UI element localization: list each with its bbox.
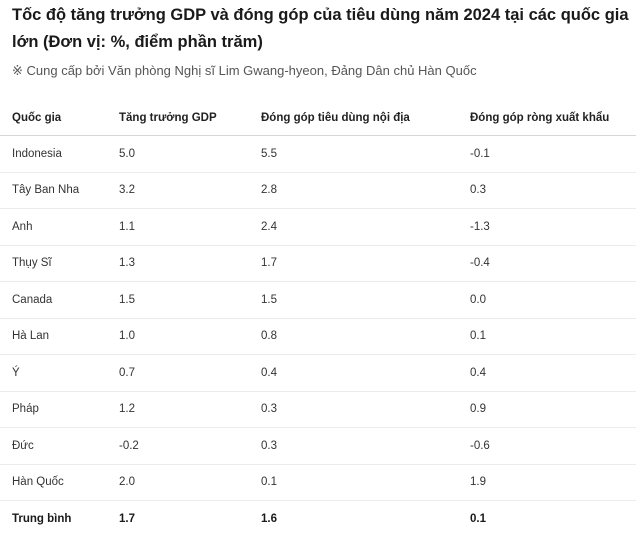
cell-net-exports: -0.4 — [458, 245, 636, 282]
cell-net-exports: 0.4 — [458, 354, 636, 392]
cell-gdp-growth: -0.2 — [107, 427, 249, 465]
cell-country: Đức — [0, 427, 107, 465]
cell-country: Ý — [0, 354, 107, 392]
header-country: Quốc gia — [0, 100, 107, 136]
cell-net-exports: 0.0 — [458, 281, 636, 319]
cell-country: Hàn Quốc — [0, 464, 107, 501]
cell-domestic-consumption: 1.5 — [249, 281, 458, 319]
header-net-exports: Đóng góp ròng xuất khẩu — [458, 100, 636, 136]
table-row: Pháp 1.2 0.3 0.9 — [0, 391, 636, 428]
cell-average-net-exports: 0.1 — [470, 512, 486, 525]
table-row: Thụy Sĩ 1.3 1.7 -0.4 — [0, 245, 636, 282]
cell-net-exports: -0.1 — [458, 135, 636, 173]
cell-domestic-consumption: 1.7 — [249, 245, 458, 282]
header-gdp-growth: Tăng trưởng GDP — [107, 100, 249, 136]
page-title: Tốc độ tăng trưởng GDP và đóng góp của t… — [12, 6, 629, 51]
cell-net-exports: -0.6 — [458, 427, 636, 465]
cell-domestic-consumption: 5.5 — [249, 135, 458, 173]
table-row: Canada 1.5 1.5 0.0 — [0, 281, 636, 319]
cell-country: Hà Lan — [0, 318, 107, 355]
source-note: ※ Cung cấp bởi Văn phòng Nghị sĩ Lim Gwa… — [12, 63, 477, 78]
cell-gdp-growth: 1.1 — [107, 208, 249, 246]
cell-gdp-growth: 2.0 — [107, 464, 249, 501]
cell-country: Anh — [0, 208, 107, 246]
cell-domestic-consumption: 0.4 — [249, 354, 458, 392]
cell-country: Pháp — [0, 391, 107, 428]
cell-country: Tây Ban Nha — [0, 172, 107, 209]
cell-country: Thụy Sĩ — [0, 245, 107, 282]
table-row: Indonesia 5.0 5.5 -0.1 — [0, 135, 636, 173]
cell-net-exports: 1.9 — [458, 464, 636, 501]
cell-net-exports: 0.9 — [458, 391, 636, 428]
table-row: Đức -0.2 0.3 -0.6 — [0, 427, 636, 465]
cell-gdp-growth: 1.0 — [107, 318, 249, 355]
cell-domestic-consumption: 0.8 — [249, 318, 458, 355]
header-domestic-consumption: Đóng góp tiêu dùng nội địa — [249, 100, 458, 136]
cell-domestic-consumption: 2.4 — [249, 208, 458, 246]
cell-gdp-growth: 1.2 — [107, 391, 249, 428]
cell-net-exports: 0.1 — [458, 318, 636, 355]
cell-average-domestic-consumption: 1.6 — [261, 512, 277, 525]
cell-gdp-growth: 5.0 — [107, 135, 249, 173]
table-row: Hàn Quốc 2.0 0.1 1.9 — [0, 464, 636, 501]
cell-domestic-consumption: 0.3 — [249, 391, 458, 428]
cell-domestic-consumption: 2.8 — [249, 172, 458, 209]
table-row-average: Trung bình 1.7 1.6 0.1 — [0, 501, 636, 537]
table-row: Ý 0.7 0.4 0.4 — [0, 354, 636, 392]
cell-net-exports: 0.3 — [458, 172, 636, 209]
cell-domestic-consumption: 0.1 — [249, 464, 458, 501]
gdp-table: Quốc gia Tăng trưởng GDP Đóng góp tiêu d… — [0, 100, 636, 537]
cell-country: Canada — [0, 281, 107, 319]
cell-average-label: Trung bình — [12, 512, 72, 525]
table-row: Tây Ban Nha 3.2 2.8 0.3 — [0, 172, 636, 209]
cell-domestic-consumption: 0.3 — [249, 427, 458, 465]
cell-gdp-growth: 0.7 — [107, 354, 249, 392]
cell-country: Indonesia — [0, 135, 107, 173]
table-row: Hà Lan 1.0 0.8 0.1 — [0, 318, 636, 355]
table-header-row: Quốc gia Tăng trưởng GDP Đóng góp tiêu d… — [0, 100, 636, 136]
cell-net-exports: -1.3 — [458, 208, 636, 246]
cell-gdp-growth: 1.3 — [107, 245, 249, 282]
cell-gdp-growth: 1.5 — [107, 281, 249, 319]
cell-average-gdp-growth: 1.7 — [119, 512, 135, 525]
cell-gdp-growth: 3.2 — [107, 172, 249, 209]
table-row: Anh 1.1 2.4 -1.3 — [0, 208, 636, 246]
